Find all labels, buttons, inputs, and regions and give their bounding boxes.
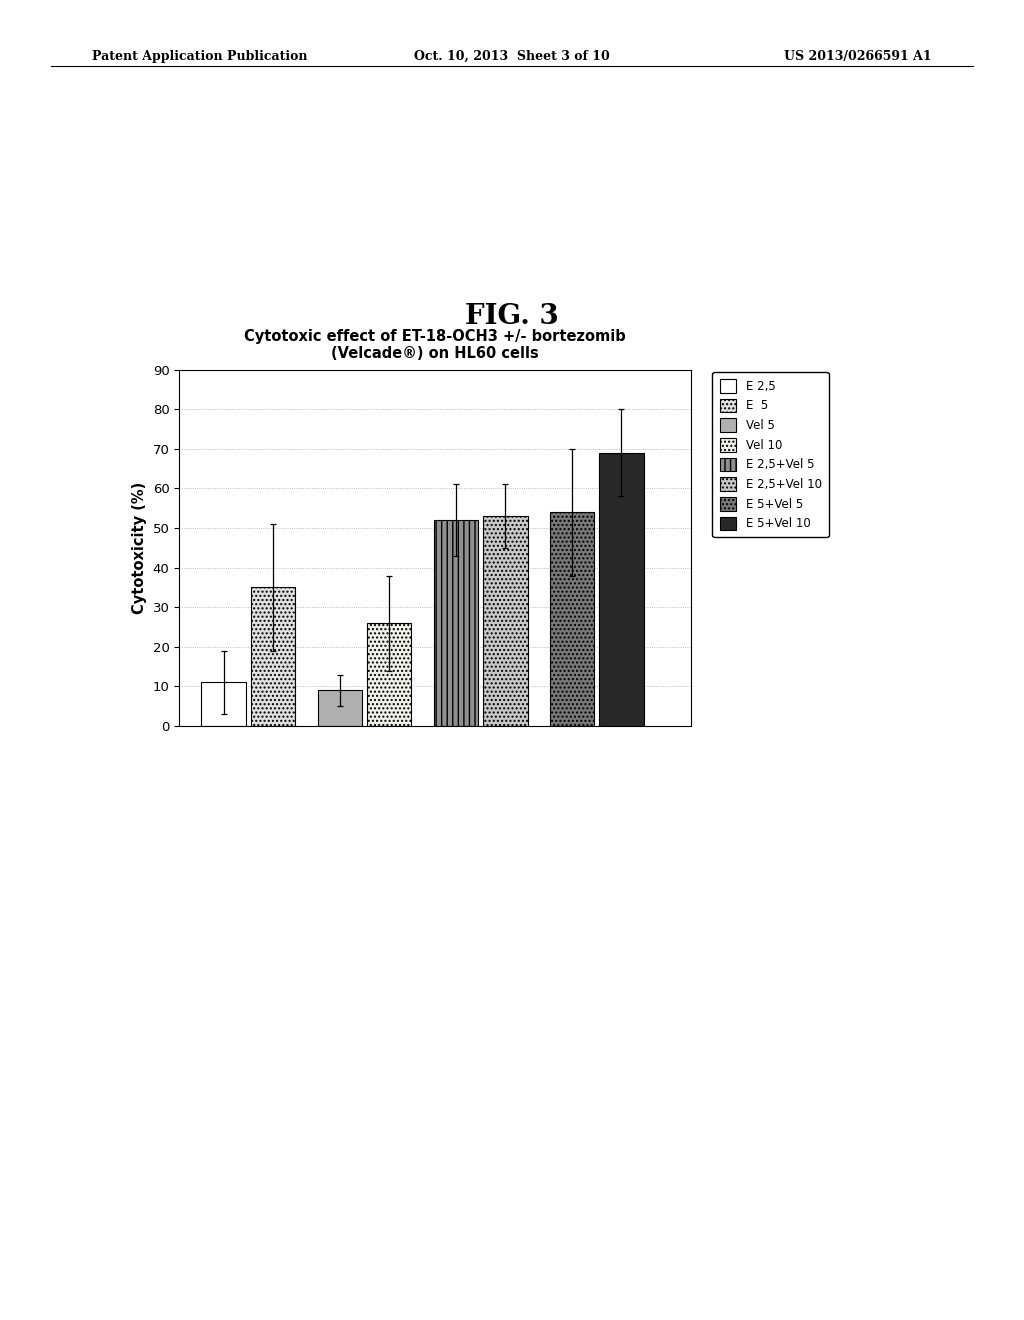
Bar [251, 587, 295, 726]
Y-axis label: Cytotoxicity (%): Cytotoxicity (%) [132, 482, 147, 614]
Bar [433, 520, 478, 726]
Bar [367, 623, 412, 726]
Bar [202, 682, 246, 726]
Text: FIG. 3: FIG. 3 [465, 304, 559, 330]
Text: US 2013/0266591 A1: US 2013/0266591 A1 [784, 50, 932, 63]
Bar [483, 516, 527, 726]
Bar [550, 512, 594, 726]
Text: Patent Application Publication: Patent Application Publication [92, 50, 307, 63]
Bar [599, 453, 644, 726]
Legend: E 2,5, E  5, Vel 5, Vel 10, E 2,5+Vel 5, E 2,5+Vel 10, E 5+Vel 5, E 5+Vel 10: E 2,5, E 5, Vel 5, Vel 10, E 2,5+Vel 5, … [713, 372, 828, 537]
Bar [317, 690, 361, 726]
Title: Cytotoxic effect of ET-18-OCH3 +/- bortezomib
(Velcade®) on HL60 cells: Cytotoxic effect of ET-18-OCH3 +/- borte… [245, 329, 626, 362]
Text: Oct. 10, 2013  Sheet 3 of 10: Oct. 10, 2013 Sheet 3 of 10 [414, 50, 610, 63]
